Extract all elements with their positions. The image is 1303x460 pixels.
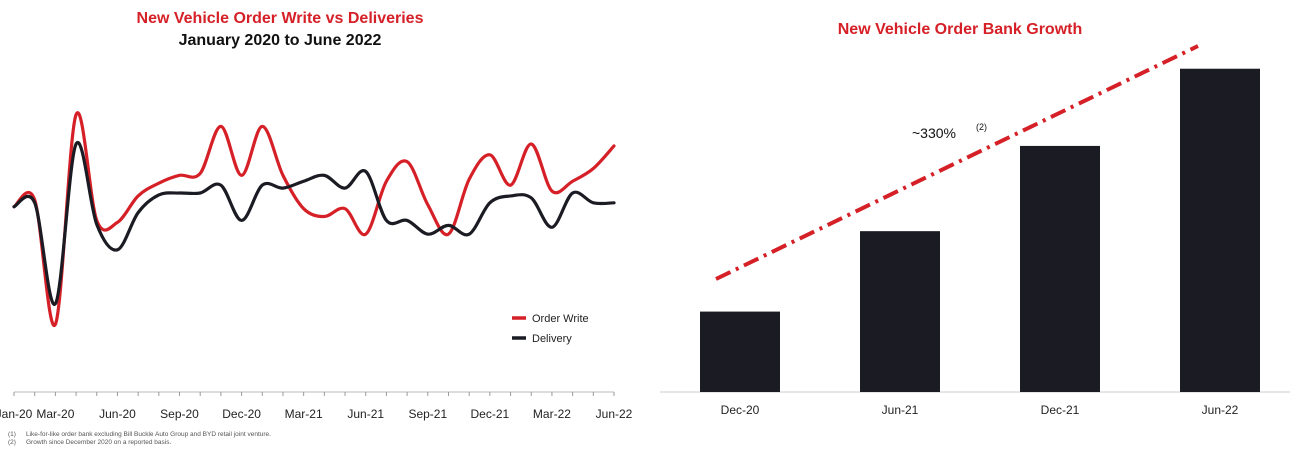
footnote-2: (2) Growth since December 2020 on a repor… <box>8 439 172 446</box>
bar-chart-title: New Vehicle Order Bank Growth <box>837 21 1083 38</box>
x-tick-label: Sep-20 <box>160 407 199 421</box>
growth-annotation: ~330% <box>912 125 956 141</box>
growth-trend-line <box>715 44 1199 281</box>
x-tick-label: Jun-22 <box>596 407 633 421</box>
x-tick-label: Jan-20 <box>0 407 33 421</box>
growth-annotation-superscript: (2) <box>976 122 987 132</box>
line-chart-title: New Vehicle Order Write vs Deliveries <box>136 10 424 27</box>
x-tick-label: Mar-21 <box>285 407 323 421</box>
x-tick-label: Sep-21 <box>408 407 447 421</box>
x-tick-label: Jun-21 <box>882 403 919 417</box>
bar-dec-21 <box>1020 145 1100 392</box>
x-tick-label: Dec-21 <box>1041 403 1080 417</box>
legend-label: Delivery <box>532 333 572 345</box>
footnote-1: (1) Like-for-like order bank excluding Bi… <box>8 431 271 438</box>
x-tick-label: Dec-21 <box>471 407 510 421</box>
bar-chart-svg: Dec-20 Jun-21 Dec-21 Jun-22 ~330% (2) <box>660 44 1290 417</box>
bar-chart-panel: New Vehicle Order Bank Growth Dec-20 Jun-… <box>650 0 1303 460</box>
x-tick-label: Mar-22 <box>533 407 571 421</box>
x-tick-label: Jun-21 <box>347 407 384 421</box>
x-tick-label: Mar-20 <box>36 407 74 421</box>
line-chart-subtitle: January 2020 to June 2022 <box>178 32 382 49</box>
x-tick-label: Dec-20 <box>721 403 760 417</box>
legend-label: Order Write <box>532 313 589 325</box>
bar-jun-22 <box>1180 68 1260 392</box>
x-tick-label: Jun-20 <box>99 407 136 421</box>
x-tick-label: Dec-20 <box>222 407 261 421</box>
footnotes: (1) Like-for-like order bank excluding Bi… <box>8 431 271 447</box>
x-tick-label: Jun-22 <box>1202 403 1239 417</box>
line-chart-panel: New Vehicle Order Write vs Deliveries Ja… <box>0 0 650 460</box>
bar-jun-21 <box>860 231 940 392</box>
series-line-delivery <box>12 140 616 306</box>
bar-dec-20 <box>700 311 780 392</box>
series-line-order-write <box>12 111 616 327</box>
